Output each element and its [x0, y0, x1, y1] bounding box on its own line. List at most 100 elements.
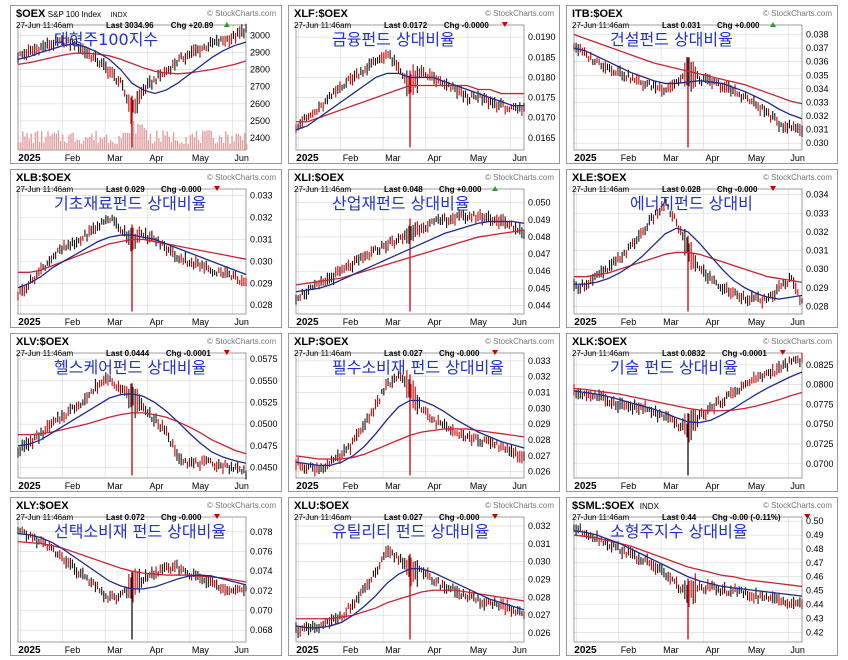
chart-change: Chg -0.000: [439, 349, 480, 358]
volume-bar: [160, 141, 162, 150]
volume-bar: [120, 138, 122, 150]
volume-bar: [26, 132, 28, 150]
x-tick-label: 2025: [574, 481, 597, 492]
chart-symbol: $OEX: [16, 8, 46, 20]
volume-bar: [59, 140, 62, 150]
chart-date: 27-Jun 11:46am: [572, 349, 630, 358]
volume-bar: [124, 132, 127, 150]
volume-bar: [139, 124, 141, 150]
chart-svg: 0.028 0.029 0.030 0.031 0.032 0.033 0.034 2025 F…: [566, 169, 838, 328]
y-tick-label: 0.0175: [528, 93, 556, 103]
y-tick-label: 0.029: [806, 283, 829, 293]
y-tick-label: 0.030: [528, 403, 551, 413]
volume-bar: [174, 140, 177, 150]
change-down-icon: [804, 514, 811, 519]
change-up-icon: [492, 186, 498, 191]
volume-bar: [229, 143, 231, 150]
ma-long-line: [296, 589, 525, 620]
volume-bar: [189, 135, 191, 150]
x-tick-label: Jun: [790, 317, 805, 327]
chart-description: INDX: [640, 502, 660, 511]
y-tick-label: 0.047: [528, 249, 551, 259]
volume-bar: [246, 143, 248, 150]
y-tick-label: 0.031: [528, 539, 551, 549]
chart-symbol: XLB:$OEX: [16, 172, 72, 184]
volume-bar: [145, 129, 147, 150]
ma-long-line: [17, 52, 247, 75]
chart-symbol: XLY:$OEX: [16, 500, 69, 512]
x-tick-label: 2025: [18, 317, 41, 328]
watermark: © StockCharts.com: [485, 9, 554, 18]
watermark: © StockCharts.com: [207, 501, 276, 510]
x-tick-label: Mar: [107, 317, 123, 327]
volume-bar: [74, 141, 76, 150]
y-tick-label: 0.030: [806, 264, 829, 274]
x-tick-label: Feb: [343, 645, 359, 655]
x-tick-label: Mar: [663, 481, 679, 491]
y-tick-label: 0.070: [250, 606, 273, 616]
x-tick-label: Apr: [428, 481, 442, 491]
volume-bar: [95, 130, 97, 150]
change-down-icon: [501, 22, 508, 27]
volume-bar: [101, 138, 104, 150]
x-tick-label: Apr: [150, 153, 164, 163]
volume-bar: [210, 130, 212, 150]
chart-svg: 0.068 0.070 0.072 0.074 0.076 0.078 2025 Feb Mar…: [10, 497, 282, 656]
volume-bar: [241, 139, 244, 150]
y-tick-label: 2800: [250, 65, 270, 75]
x-tick-label: Apr: [428, 153, 442, 163]
volume-bar: [24, 136, 26, 150]
y-tick-label: 0.031: [806, 246, 829, 256]
volume-bar: [118, 135, 120, 150]
y-tick-label: 0.48: [806, 544, 824, 554]
chart-date: 27-Jun 11:46am: [294, 513, 352, 522]
y-tick-label: 0.030: [528, 557, 551, 567]
chart-change: Chg +20.89: [171, 21, 214, 30]
change-down-icon: [214, 186, 220, 191]
x-tick-label: Mar: [385, 153, 401, 163]
y-tick-label: 2900: [250, 47, 270, 57]
chart-symbol: $SML:$OEX: [572, 500, 635, 512]
chart-date: 27-Jun 11:46am: [294, 185, 352, 194]
volume-bar: [68, 135, 70, 150]
volume-bar: [202, 130, 204, 150]
x-tick-label: Apr: [150, 481, 164, 491]
change-up-icon: [770, 22, 776, 27]
ma-short-line: [295, 399, 525, 466]
watermark: © StockCharts.com: [207, 173, 276, 182]
chart-svg: 0.044 0.045 0.046 0.047 0.048 0.049 0.050 2025 F…: [288, 169, 560, 328]
x-tick-label: Jun: [234, 153, 249, 163]
watermark: © StockCharts.com: [763, 173, 832, 182]
x-tick-label: Apr: [706, 481, 720, 491]
y-tick-label: 0.46: [806, 572, 824, 582]
ma-short-line: [17, 234, 247, 289]
chart-svg: 0.0165 0.0170 0.0175 0.0180 0.0185 0.0190 2025…: [288, 5, 560, 164]
chart-last: Last 0.027: [384, 349, 423, 358]
y-tick-label: 2700: [250, 82, 270, 92]
y-tick-label: 0.034: [806, 190, 829, 200]
volume-bar: [36, 130, 39, 150]
volume-bar: [227, 135, 229, 150]
chart-panel: 0.044 0.045 0.046 0.047 0.048 0.049 0.050 2025 F…: [288, 169, 560, 328]
volume-bar: [141, 124, 143, 150]
x-tick-label: Apr: [150, 317, 164, 327]
chart-panel: 0.026 0.027 0.028 0.029 0.030 0.031 0.032 2025 F…: [288, 497, 560, 656]
x-tick-label: Jun: [234, 317, 249, 327]
x-tick-label: Mar: [663, 317, 679, 327]
volume-bar: [112, 141, 114, 150]
volume-bar: [107, 142, 110, 150]
y-tick-label: 0.0185: [528, 52, 556, 62]
ma-short-line: [574, 227, 803, 300]
volume-bar: [195, 130, 198, 150]
y-tick-label: 0.028: [806, 302, 829, 312]
volume-bar: [243, 133, 246, 150]
chart-symbol: XLI:$OEX: [294, 172, 345, 184]
chart-change: Chg -0.0001: [166, 349, 211, 358]
y-tick-label: 0.068: [250, 625, 273, 635]
volume-bar: [38, 141, 41, 150]
y-tick-label: 0.033: [528, 356, 551, 366]
y-tick-label: 0.43: [806, 613, 824, 623]
overlay-annotation: 기술 펀드 상대비율: [610, 358, 738, 377]
y-tick-label: 0.028: [528, 592, 551, 602]
